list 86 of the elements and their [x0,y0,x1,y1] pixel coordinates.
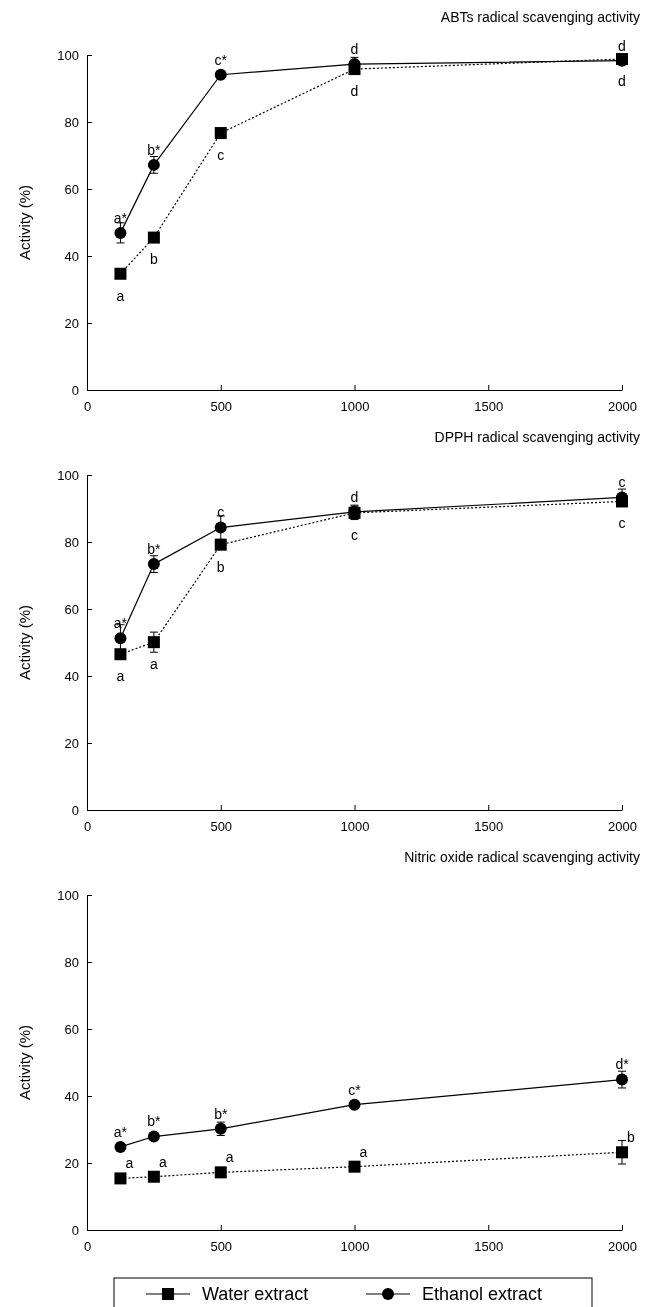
x-tick-label: 500 [210,1239,233,1255]
x-tick-label: 1000 [340,399,370,415]
y-tick-label: 40 [64,248,79,264]
x-tick-label: 1500 [474,399,504,415]
y-tick-label: 80 [64,954,79,970]
annotation: a [116,668,125,685]
x-tick-label: 500 [210,399,233,415]
annotation: c [217,146,225,163]
x-tick-label: 500 [210,819,233,835]
y-tick-label: 80 [64,534,79,550]
y-tick-label: 60 [64,181,79,197]
y-tick-label: 40 [64,668,79,684]
annotation: a* [113,209,128,226]
x-tick-label: 2000 [608,399,637,415]
y-axis-title: Activity (%) [16,605,33,680]
annotation: c [618,474,626,491]
point [147,1170,160,1183]
point [114,267,127,280]
x-tick-label: 1000 [340,819,370,835]
point [214,521,227,534]
annotation: d* [615,1056,630,1073]
annotation: c* [348,1081,362,1098]
point [147,1130,160,1143]
chart-title: ABTs radical scavenging activity [440,9,640,25]
y-tick-label: 100 [57,47,79,63]
point [348,1098,361,1111]
chart-title: DPPH radical scavenging activity [434,429,640,445]
annotation: a* [113,1123,128,1140]
point [114,648,127,661]
annotation: b [149,251,158,268]
point [348,1160,361,1173]
point [114,1140,127,1153]
annotation: c [351,526,358,543]
annotation: a [125,1155,134,1172]
x-tick-label: 1500 [474,819,504,835]
x-tick-label: 1500 [474,1239,504,1255]
annotation: b* [147,1113,162,1130]
point [147,636,160,649]
y-tick-label: 20 [64,735,79,751]
point [114,226,127,239]
y-axis-title: Activity (%) [16,185,33,260]
legend-label: Water extract [202,1284,309,1305]
point [147,231,160,244]
annotation: b* [147,141,162,158]
y-tick-label: 40 [64,1088,79,1104]
y-tick-label: 100 [57,467,79,483]
annotation: b [627,1129,636,1146]
y-tick-label: 0 [71,382,79,398]
x-tick-label: 2000 [608,1239,637,1255]
annotation: b [216,558,225,575]
y-tick-label: 20 [64,1155,79,1171]
annotation: d [618,37,626,54]
annotation: d [350,488,359,505]
annotation: a [149,656,158,673]
annotation: b* [147,541,162,558]
point [114,632,127,645]
point [114,1172,127,1185]
y-tick-label: 0 [71,802,79,818]
point [214,538,227,551]
annotation: a [225,1149,234,1166]
annotation: c [618,515,626,532]
y-tick-label: 20 [64,315,79,331]
annotation: c* [214,51,228,68]
x-tick-label: 1000 [340,1239,370,1255]
y-tick-label: 80 [64,114,79,130]
annotation: a [158,1153,167,1170]
point [616,1146,628,1159]
annotation: a [116,287,125,304]
annotation: a [359,1143,368,1160]
annotation: d [350,82,359,99]
legend-label: Ethanol extract [422,1284,543,1305]
y-tick-label: 100 [57,887,79,903]
y-axis-title: Activity (%) [16,1025,33,1100]
x-tick-label: 2000 [608,819,637,835]
annotation: b* [214,1105,228,1122]
y-tick-label: 0 [71,1222,79,1238]
y-tick-label: 60 [64,601,79,617]
chart-title: Nitric oxide radical scavenging activity [404,849,640,865]
y-tick-label: 60 [64,1021,79,1037]
point [214,68,227,81]
point [214,127,227,140]
annotation: d [618,72,626,89]
x-tick-label: 0 [83,819,92,835]
x-tick-label: 0 [83,1239,92,1255]
x-tick-label: 0 [83,399,92,415]
annotation: d [350,40,359,57]
